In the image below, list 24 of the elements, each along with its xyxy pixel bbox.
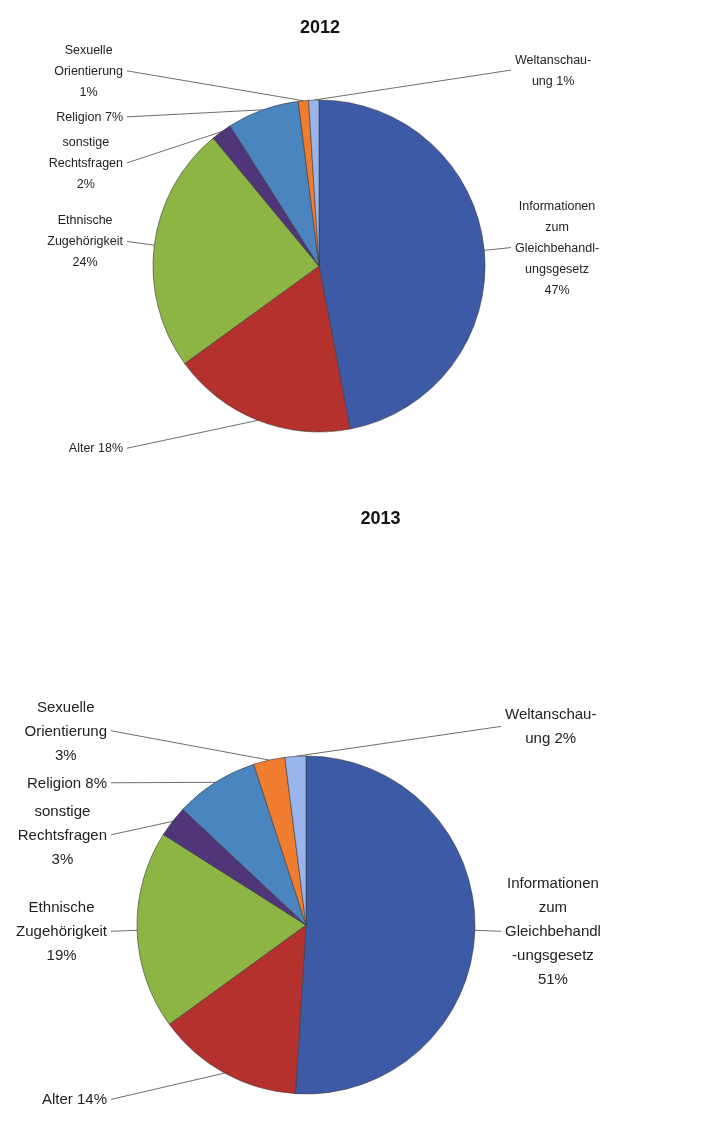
data-label: 19% <box>46 946 77 964</box>
data-label: 51% <box>537 970 568 988</box>
slice-label: Religion 7% <box>56 109 124 124</box>
slice-label: Informationen zum Gleichbehandl-ungsgesetz <box>514 198 600 276</box>
slice-label: Ethnische Zugehörigkeit <box>47 213 124 249</box>
data-label: 24% <box>72 255 98 270</box>
chart-title: 2012 <box>299 16 341 37</box>
data-label: 1% <box>79 84 98 99</box>
data-label: 47% <box>544 282 570 297</box>
data-label: 2% <box>76 176 95 191</box>
slice-label: Ethnische Zugehörigkeit <box>16 898 108 940</box>
slice-label: Alter 18% <box>68 441 124 456</box>
slice-label: sonstige Rechtsfragen <box>48 134 124 170</box>
slice-label: Sexuelle Orientierung <box>24 697 107 739</box>
data-label: 3% <box>51 849 74 867</box>
slice-label: Sexuelle Orientierung <box>54 42 124 78</box>
slice-label: Weltanschau-ung 2% <box>505 705 597 747</box>
slice-label: Religion 8% <box>26 773 107 791</box>
data-label: 3% <box>54 745 77 763</box>
chart-title: 2013 <box>360 508 401 528</box>
slice-label: Weltanschau-ung 1% <box>515 52 592 88</box>
slice-label: Alter 14% <box>41 1090 108 1108</box>
slice-label: sonstige Rechtsfragen <box>17 801 107 843</box>
slice-label: Informationen zum Gleichbehandl -ungsgesetz <box>505 874 601 964</box>
